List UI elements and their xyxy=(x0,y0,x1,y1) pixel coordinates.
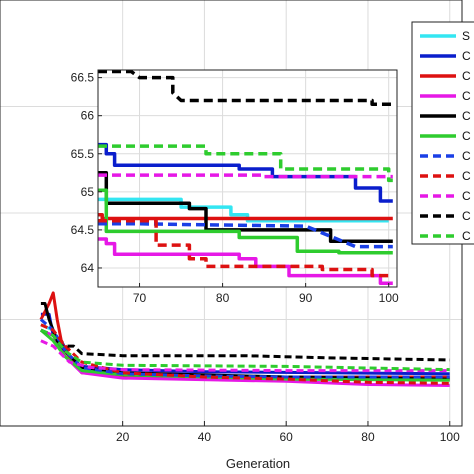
legend-label-7: C xyxy=(462,149,471,163)
inset-ticks: 70 80 90 100 64 64.5 65 65.5 66 66.5 xyxy=(71,71,399,305)
legend-box xyxy=(411,21,474,245)
legend-label-5: C xyxy=(462,109,471,123)
x-tick-label: 40 xyxy=(198,430,212,444)
inset-x-tick-label: 80 xyxy=(216,291,230,305)
inset-x-tick-label: 100 xyxy=(379,291,399,305)
x-tick-label: 20 xyxy=(116,430,130,444)
inset-series-line-8 xyxy=(98,219,393,278)
main-series-line-9 xyxy=(40,339,450,373)
main-x-ticks: 20 40 60 80 100 xyxy=(116,421,460,444)
inset-series-line-2 xyxy=(98,142,393,203)
inset-series-line-11 xyxy=(98,144,393,183)
inset-chart: 70 80 90 100 64 64.5 65 65.5 66 66.5 xyxy=(71,69,399,305)
inset-series-line-4 xyxy=(98,237,393,285)
x-tick-label: 60 xyxy=(280,430,294,444)
legend-label-9: C xyxy=(462,189,471,203)
inset-y-tick-label: 66.5 xyxy=(71,71,95,85)
inset-series-line-5 xyxy=(98,171,393,244)
x-tick-label: 80 xyxy=(361,430,375,444)
legend-label-10: C xyxy=(462,209,471,223)
x-axis-label: Generation xyxy=(226,456,290,471)
inset-y-tick-label: 65 xyxy=(81,185,95,199)
legend-label-4: C xyxy=(462,89,471,103)
inset-y-tick-label: 66 xyxy=(81,109,95,123)
x-tick-label: 100 xyxy=(440,430,460,444)
legend-label-6: C xyxy=(462,129,471,143)
inset-y-tick-label: 64.5 xyxy=(71,223,95,237)
main-series-line-5 xyxy=(40,302,450,381)
legend-label-1: S xyxy=(462,29,470,43)
inset-y-tick-label: 65.5 xyxy=(71,147,95,161)
inset-series xyxy=(98,70,393,285)
inset-y-tick-label: 64 xyxy=(81,261,95,275)
inset-series-line-6 xyxy=(98,188,393,255)
legend-label-3: C xyxy=(462,69,471,83)
inset-series-line-3 xyxy=(98,212,393,221)
inset-x-tick-label: 90 xyxy=(299,291,313,305)
main-series-line-7 xyxy=(39,318,450,379)
inset-frame xyxy=(97,69,398,288)
main-series-line-11 xyxy=(40,328,450,372)
inset-background xyxy=(98,70,397,287)
legend-label-2: C xyxy=(462,49,471,63)
inset-series-line-7 xyxy=(98,222,393,249)
legend-label-11: C xyxy=(462,229,471,243)
main-series xyxy=(39,291,450,387)
inset-series-line-10 xyxy=(98,70,393,107)
legend-label-8: C xyxy=(462,169,471,183)
inset-x-tick-label: 70 xyxy=(133,291,147,305)
inset-series-line-9 xyxy=(98,173,393,179)
